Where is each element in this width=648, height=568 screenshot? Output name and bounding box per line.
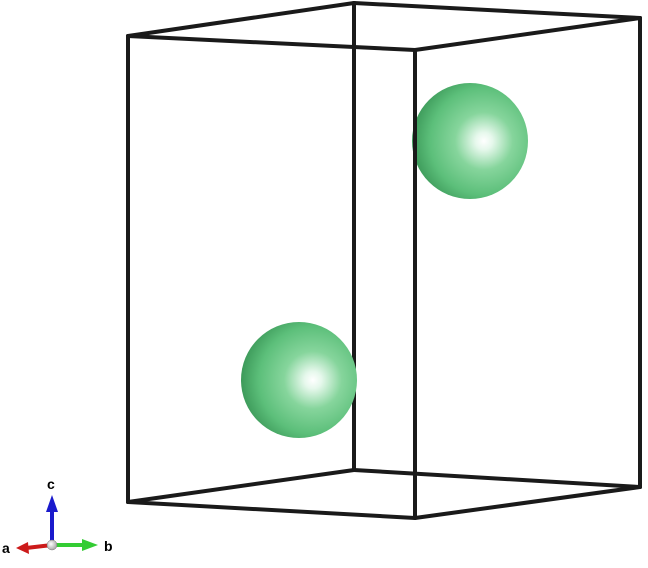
atom-sphere[interactable] xyxy=(412,83,528,199)
axis-indicator: c a b xyxy=(2,476,113,556)
unit-cell-back xyxy=(128,3,640,502)
a-axis-arrowhead xyxy=(16,542,29,554)
cell-edge xyxy=(128,3,354,36)
cell-edge xyxy=(128,36,415,50)
a-axis-label: a xyxy=(2,540,10,556)
cell-edge xyxy=(415,487,640,518)
cell-edge xyxy=(128,470,354,502)
origin-sphere xyxy=(47,540,57,550)
cell-edge xyxy=(128,502,415,518)
unit-cell-front xyxy=(128,18,640,518)
b-axis-arrowhead xyxy=(82,539,98,551)
c-axis-arrowhead xyxy=(46,495,58,512)
b-axis-label: b xyxy=(104,538,113,554)
atoms xyxy=(241,83,528,438)
atom-sphere[interactable] xyxy=(241,322,357,438)
cell-edge xyxy=(354,470,640,487)
cell-edge xyxy=(354,3,640,18)
c-axis-label: c xyxy=(47,476,55,492)
cell-edge xyxy=(415,18,640,50)
